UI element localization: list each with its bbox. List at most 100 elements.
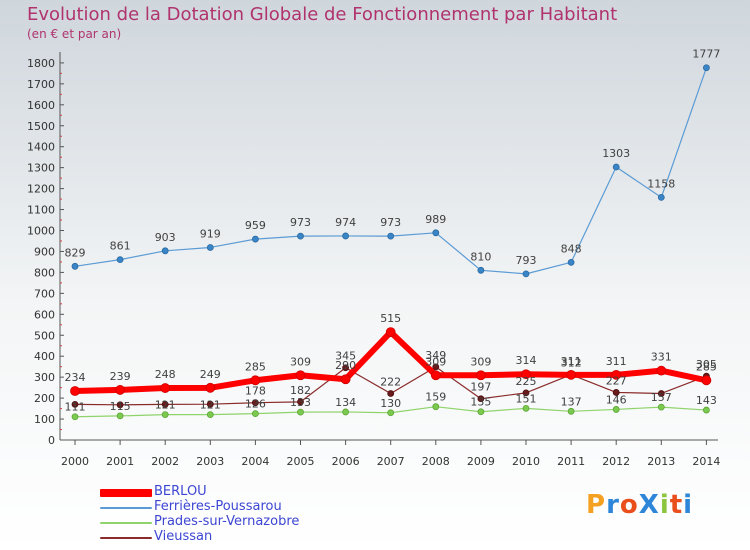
data-point-prades-sur-vernazobre: [116, 412, 124, 420]
data-label-ferrieres-poussarou: 1777: [692, 48, 720, 61]
data-point-prades-sur-vernazobre: [612, 406, 620, 413]
x-tick-label: 2006: [332, 455, 360, 468]
logo-letter: X: [638, 490, 660, 520]
x-tick-label: 2003: [196, 455, 224, 468]
data-label-ferrieres-poussarou: 810: [470, 250, 491, 263]
data-label-vieussan: 182: [290, 384, 311, 397]
data-point-ferrieres-poussarou: [522, 270, 530, 278]
legend-swatch-ferrieres-poussarou: [100, 507, 152, 509]
x-tick-label: 2011: [557, 455, 585, 468]
x-tick-label: 2012: [602, 455, 630, 468]
data-point-vieussan: [116, 401, 124, 409]
data-label-ferrieres-poussarou: 1158: [647, 177, 675, 190]
y-tick-label: 1500: [27, 120, 55, 133]
data-label-prades-sur-vernazobre: 134: [335, 396, 356, 409]
data-label-vieussan: 197: [470, 381, 491, 394]
data-label-berlou: 314: [516, 354, 537, 367]
data-point-ferrieres-poussarou: [657, 193, 665, 201]
data-point-ferrieres-poussarou: [161, 247, 169, 255]
x-tick-label: 2014: [692, 455, 720, 468]
data-point-ferrieres-poussarou: [387, 232, 395, 240]
chart-subtitle: (en € et par an): [27, 27, 122, 41]
data-label-prades-sur-vernazobre: 137: [561, 395, 582, 408]
legend-swatch-prades-sur-vernazobre: [100, 522, 152, 524]
data-point-prades-sur-vernazobre: [432, 403, 440, 411]
data-point-ferrieres-poussarou: [432, 229, 440, 237]
data-label-prades-sur-vernazobre: 130: [380, 397, 401, 410]
data-point-prades-sur-vernazobre: [71, 413, 79, 421]
data-label-ferrieres-poussarou: 829: [65, 246, 86, 259]
data-label-berlou: 309: [425, 355, 446, 368]
data-point-ferrieres-poussarou: [116, 256, 124, 264]
data-label-berlou: 239: [110, 370, 131, 383]
data-label-ferrieres-poussarou: 974: [335, 216, 356, 229]
logo-letter: P: [586, 490, 607, 520]
data-label-vieussan: 312: [561, 357, 582, 370]
data-point-berlou: [250, 375, 261, 386]
data-label-vieussan: 227: [606, 374, 627, 387]
data-point-vieussan: [477, 395, 485, 403]
data-point-berlou: [566, 369, 576, 380]
data-point-vieussan: [206, 400, 214, 408]
data-point-vieussan: [342, 364, 350, 372]
y-tick-label: 500: [34, 329, 55, 342]
data-point-prades-sur-vernazobre: [206, 411, 214, 419]
data-point-vieussan: [612, 389, 620, 396]
y-tick-label: 1200: [27, 183, 55, 196]
data-label-ferrieres-poussarou: 793: [516, 254, 537, 267]
legend-label-prades-sur-vernazobre: Prades-sur-Vernazobre: [154, 514, 300, 529]
data-point-berlou: [295, 370, 306, 381]
data-point-ferrieres-poussarou: [251, 235, 259, 243]
data-point-vieussan: [251, 399, 259, 407]
data-point-berlou: [70, 386, 80, 396]
y-tick-label: 200: [34, 392, 55, 405]
data-point-ferrieres-poussarou: [342, 232, 350, 240]
y-tick-label: 400: [34, 350, 55, 363]
chart-title: Evolution de la Dotation Globale de Fonc…: [27, 4, 618, 25]
data-label-prades-sur-vernazobre: 135: [470, 396, 491, 409]
y-tick-label: 600: [34, 308, 55, 321]
data-label-berlou: 515: [380, 312, 401, 325]
legend-swatch-vieussan: [100, 537, 152, 539]
data-point-berlou: [611, 369, 622, 380]
data-point-berlou: [521, 369, 531, 380]
y-tick-label: 100: [34, 413, 55, 426]
data-point-vieussan: [657, 390, 665, 397]
y-tick-label: 1600: [27, 99, 55, 112]
data-point-berlou: [340, 374, 351, 385]
data-label-berlou: 285: [245, 360, 266, 373]
y-tick-label: 1100: [27, 204, 55, 217]
data-point-berlou: [701, 375, 712, 386]
data-point-ferrieres-poussarou: [297, 232, 304, 240]
x-tick-label: 2010: [512, 455, 540, 468]
y-tick-label: 900: [34, 245, 55, 258]
legend-label-ferrieres-poussarou: Ferrières-Poussarou: [154, 499, 282, 514]
data-label-vieussan: 305: [696, 358, 717, 371]
legend-swatch-berlou: [100, 489, 152, 497]
data-label-prades-sur-vernazobre: 115: [110, 400, 131, 413]
y-tick-label: 300: [34, 371, 55, 384]
x-tick-label: 2002: [151, 455, 179, 468]
data-label-berlou: 311: [561, 355, 582, 368]
data-label-berlou: 249: [200, 368, 221, 381]
data-point-ferrieres-poussarou: [71, 262, 79, 270]
data-label-berlou: 309: [290, 355, 311, 368]
data-point-berlou: [115, 385, 125, 395]
data-point-prades-sur-vernazobre: [657, 403, 665, 411]
proxiti-logo: ProXiti: [586, 490, 693, 520]
y-tick-label: 700: [34, 287, 55, 300]
data-point-prades-sur-vernazobre: [477, 408, 485, 416]
data-label-berlou: 309: [470, 355, 491, 368]
data-label-ferrieres-poussarou: 973: [290, 216, 311, 229]
data-label-prades-sur-vernazobre: 111: [65, 401, 86, 414]
logo-letter: o: [619, 490, 639, 520]
data-label-berlou: 311: [606, 355, 627, 368]
data-point-ferrieres-poussarou: [612, 163, 620, 171]
data-point-vieussan: [161, 400, 169, 408]
data-label-ferrieres-poussarou: 919: [200, 227, 221, 240]
data-point-berlou: [475, 370, 486, 381]
data-label-prades-sur-vernazobre: 126: [245, 398, 266, 411]
data-label-prades-sur-vernazobre: 151: [516, 392, 537, 405]
